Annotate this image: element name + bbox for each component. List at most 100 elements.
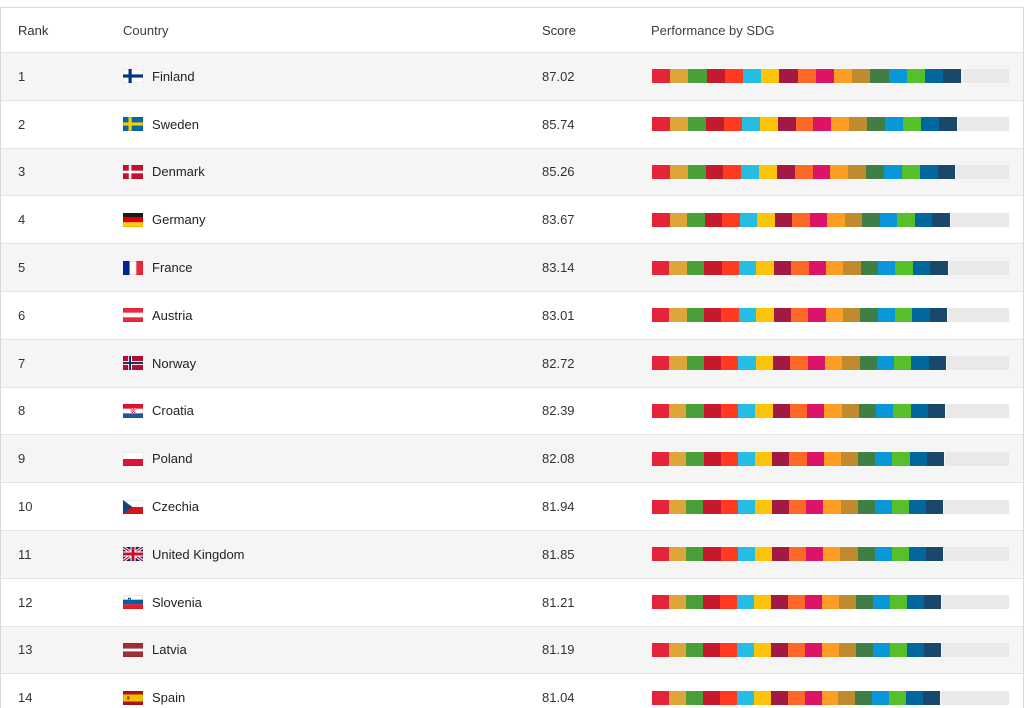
sdg-segment-14[interactable] xyxy=(883,164,902,179)
sdg-segment-3[interactable] xyxy=(687,164,706,179)
sdg-segment-11[interactable] xyxy=(830,164,849,179)
sdg-segment-5[interactable] xyxy=(719,690,737,705)
sdg-segment-2[interactable] xyxy=(669,547,687,562)
sdg-segment-16[interactable] xyxy=(908,547,926,562)
sdg-segment-3[interactable] xyxy=(686,547,704,562)
sdg-segment-3[interactable] xyxy=(687,117,706,132)
sdg-segment-7[interactable] xyxy=(754,499,772,514)
sdg-segment-15[interactable] xyxy=(906,69,926,84)
sdg-segment-7[interactable] xyxy=(753,595,771,610)
sdg-segment-13[interactable] xyxy=(870,69,889,84)
sdg-segment-2[interactable] xyxy=(668,642,686,657)
table-row[interactable]: 11 United Kingdom 81.85 xyxy=(1,529,1023,578)
sdg-segment-1[interactable] xyxy=(652,356,670,371)
sdg-segment-4[interactable] xyxy=(703,547,721,562)
sdg-segment-5[interactable] xyxy=(719,595,737,610)
sdg-segment-17[interactable] xyxy=(923,642,941,657)
sdg-segment-8[interactable] xyxy=(776,164,795,179)
sdg-segment-5[interactable] xyxy=(722,212,740,227)
sdg-segment-14[interactable] xyxy=(876,356,895,371)
sdg-segment-17[interactable] xyxy=(923,690,941,705)
sdg-segment-11[interactable] xyxy=(823,547,841,562)
sdg-segment-17[interactable] xyxy=(923,595,941,610)
sdg-segment-13[interactable] xyxy=(862,212,880,227)
sdg-segment-6[interactable] xyxy=(736,642,754,657)
sdg-segment-10[interactable] xyxy=(804,595,822,610)
sdg-segment-5[interactable] xyxy=(720,547,738,562)
sdg-segment-4[interactable] xyxy=(703,499,721,514)
table-row[interactable]: 6 Austria 83.01 xyxy=(1,290,1023,339)
sdg-segment-5[interactable] xyxy=(724,69,744,84)
sdg-segment-7[interactable] xyxy=(755,356,774,371)
sdg-segment-6[interactable] xyxy=(738,260,757,275)
sdg-segment-7[interactable] xyxy=(755,451,773,466)
sdg-segment-6[interactable] xyxy=(736,690,754,705)
table-row[interactable]: 8 Croatia 82.39 xyxy=(1,386,1023,435)
sdg-segment-9[interactable] xyxy=(789,499,807,514)
sdg-segment-6[interactable] xyxy=(737,547,755,562)
sdg-segment-9[interactable] xyxy=(791,260,809,275)
sdg-segment-9[interactable] xyxy=(797,69,816,84)
sdg-segment-2[interactable] xyxy=(669,308,687,323)
sdg-segment-15[interactable] xyxy=(889,595,907,610)
sdg-segment-13[interactable] xyxy=(858,403,877,418)
sdg-segment-1[interactable] xyxy=(652,260,670,275)
sdg-segment-9[interactable] xyxy=(787,642,805,657)
sdg-segment-15[interactable] xyxy=(895,308,913,323)
sdg-segment-12[interactable] xyxy=(841,403,859,418)
sdg-segment-12[interactable] xyxy=(852,69,871,84)
sdg-segment-6[interactable] xyxy=(736,595,754,610)
sdg-segment-5[interactable] xyxy=(721,260,739,275)
sdg-segment-11[interactable] xyxy=(825,308,843,323)
sdg-segment-8[interactable] xyxy=(770,595,788,610)
sdg-segment-4[interactable] xyxy=(704,212,722,227)
sdg-segment-2[interactable] xyxy=(669,260,687,275)
sdg-segment-14[interactable] xyxy=(872,690,890,705)
sdg-segment-7[interactable] xyxy=(755,403,773,418)
sdg-segment-17[interactable] xyxy=(937,164,956,179)
sdg-segment-17[interactable] xyxy=(926,547,944,562)
sdg-segment-6[interactable] xyxy=(743,69,762,84)
sdg-segment-17[interactable] xyxy=(932,212,950,227)
sdg-segment-6[interactable] xyxy=(737,451,756,466)
sdg-segment-1[interactable] xyxy=(652,212,670,227)
sdg-segment-14[interactable] xyxy=(877,308,896,323)
sdg-segment-16[interactable] xyxy=(909,451,927,466)
sdg-segment-12[interactable] xyxy=(838,642,856,657)
sdg-segment-2[interactable] xyxy=(668,690,686,705)
sdg-segment-16[interactable] xyxy=(912,260,931,275)
sdg-segment-15[interactable] xyxy=(889,690,907,705)
sdg-segment-5[interactable] xyxy=(720,403,739,418)
sdg-segment-3[interactable] xyxy=(685,595,703,610)
sdg-segment-2[interactable] xyxy=(669,164,688,179)
sdg-segment-11[interactable] xyxy=(823,499,841,514)
sdg-segment-8[interactable] xyxy=(773,356,791,371)
sdg-segment-3[interactable] xyxy=(686,451,704,466)
sdg-segment-6[interactable] xyxy=(738,403,756,418)
sdg-segment-17[interactable] xyxy=(926,499,944,514)
sdg-segment-16[interactable] xyxy=(912,308,930,323)
sdg-segment-8[interactable] xyxy=(770,642,788,657)
sdg-segment-3[interactable] xyxy=(686,499,704,514)
sdg-segment-11[interactable] xyxy=(821,642,839,657)
sdg-segment-16[interactable] xyxy=(910,403,928,418)
sdg-segment-11[interactable] xyxy=(834,69,853,84)
sdg-segment-11[interactable] xyxy=(821,690,839,705)
sdg-segment-4[interactable] xyxy=(703,451,721,466)
sdg-segment-12[interactable] xyxy=(840,499,858,514)
sdg-segment-3[interactable] xyxy=(686,260,705,275)
sdg-segment-7[interactable] xyxy=(761,69,780,84)
sdg-segment-7[interactable] xyxy=(757,212,775,227)
sdg-segment-10[interactable] xyxy=(807,403,825,418)
sdg-segment-15[interactable] xyxy=(891,499,910,514)
sdg-segment-14[interactable] xyxy=(874,547,892,562)
sdg-segment-16[interactable] xyxy=(911,356,929,371)
sdg-segment-9[interactable] xyxy=(787,595,805,610)
table-row[interactable]: 14 Spain 81.04 xyxy=(1,673,1023,708)
sdg-segment-15[interactable] xyxy=(901,164,920,179)
sdg-segment-17[interactable] xyxy=(927,403,945,418)
sdg-segment-6[interactable] xyxy=(741,117,760,132)
sdg-segment-15[interactable] xyxy=(903,117,922,132)
sdg-segment-14[interactable] xyxy=(872,595,890,610)
sdg-segment-7[interactable] xyxy=(759,117,778,132)
